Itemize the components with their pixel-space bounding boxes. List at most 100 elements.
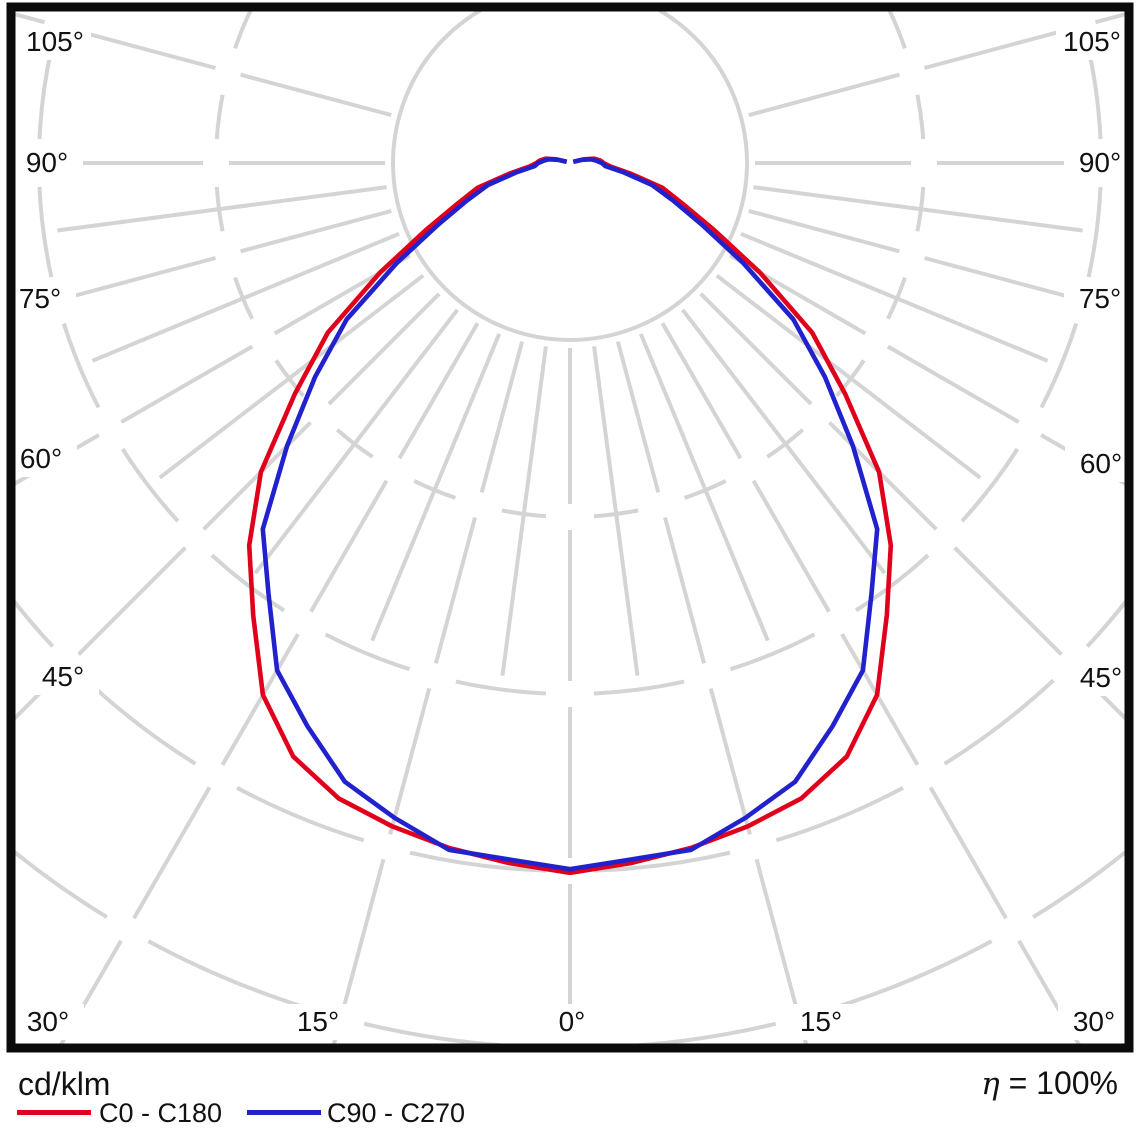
grid-ray — [1017, 939, 1081, 1044]
grid-ray — [69, 26, 217, 70]
angle-label-knockout — [11, 145, 83, 181]
grid-ring-segment — [915, 94, 926, 140]
grid-ring-segment — [1032, 850, 1125, 919]
grid-ray-stub — [500, 346, 548, 676]
grid-ring-segment — [233, 11, 253, 50]
grid-ray — [479, 341, 525, 493]
grid-ring-segment — [214, 94, 225, 140]
legend-swatch-c0-c180 — [17, 1110, 91, 1115]
angle-label: 15° — [297, 1006, 339, 1037]
grid-ring-segment — [1039, 322, 1079, 409]
grid-ray-stub — [681, 308, 887, 575]
unit-label: cd/klm — [18, 1066, 110, 1102]
grid-ring-segment — [887, 11, 907, 50]
grid-ring-segment — [729, 632, 816, 672]
grid-ring-segment — [15, 850, 108, 919]
grid-ray — [729, 253, 867, 336]
grid-ray-stub — [91, 231, 400, 363]
grid-ring-segment — [1086, 186, 1103, 278]
legend-label-c90-c270: C90 - C270 — [327, 1098, 465, 1128]
grid-ring-segment — [409, 850, 547, 873]
grid-ray — [433, 516, 477, 664]
grid-ring-segment — [593, 679, 685, 696]
grid-ray — [240, 72, 392, 118]
grid-ray-stub — [638, 333, 770, 642]
angle-label: 105° — [1063, 26, 1121, 57]
grid-ray — [15, 12, 46, 25]
grid-ray-stub — [753, 185, 1083, 233]
grid-ray — [923, 256, 1071, 300]
angle-label-knockout — [4, 281, 76, 317]
grid-ring-segment — [120, 447, 180, 523]
efficiency-label: η = 100% — [981, 1065, 1118, 1102]
grid-ray — [754, 858, 798, 1006]
grid-ray-stub — [253, 308, 459, 575]
angle-label: 30° — [27, 1006, 69, 1037]
angle-label-knockout — [1056, 24, 1128, 60]
grid-ray-stub — [57, 185, 387, 233]
grid-ray — [388, 687, 432, 835]
grid-ring-segment — [1086, 48, 1103, 140]
grid-ring-segment — [946, 0, 1077, 3]
angle-label: 90° — [1079, 147, 1121, 178]
curve-c90-c270 — [260, 157, 880, 872]
grid-ring-segment — [854, 553, 930, 613]
grid-ray — [132, 786, 212, 920]
grid-ray — [220, 633, 300, 766]
eta-value: = 100% — [1000, 1065, 1118, 1101]
grid-ring-segment — [64, 0, 195, 3]
grid-ray — [397, 322, 480, 460]
grid-ring-segment — [236, 786, 365, 843]
grid-ray — [273, 253, 411, 336]
angle-label: 45° — [42, 661, 84, 692]
chart-frame — [6, 2, 1134, 1053]
grid-ray — [120, 344, 254, 424]
angle-label-knockout — [5, 441, 77, 477]
angle-label-knockout — [19, 24, 91, 60]
angle-label-knockout — [12, 1004, 84, 1040]
angle-label-knockout — [536, 1004, 608, 1040]
grid-ray — [69, 256, 217, 300]
grid-ray — [923, 26, 1071, 70]
angle-label-knockout — [27, 659, 99, 695]
grid-ring-segment — [210, 553, 286, 613]
angle-label: 105° — [26, 26, 84, 57]
legend-label-c0-c180: C0 - C180 — [99, 1098, 222, 1128]
intensity-curves — [246, 156, 894, 876]
grid-ring-segment — [363, 1021, 504, 1044]
eta-symbol: η — [981, 1066, 1000, 1102]
grid-ring-segment — [15, 599, 55, 648]
grid-ray — [840, 633, 920, 766]
grid-ray — [708, 687, 752, 835]
grid-ray — [886, 344, 1020, 424]
grid-ring-segment — [943, 678, 1055, 766]
grid-ring-segment — [1085, 599, 1125, 648]
grid-ray — [327, 292, 441, 406]
grid-ray — [1094, 12, 1125, 25]
grid-ring-segment — [455, 679, 547, 696]
angle-label-knockout — [282, 1004, 354, 1040]
grid-ring-segment — [37, 186, 54, 278]
angle-label: 75° — [19, 283, 61, 314]
grid-ray — [699, 292, 813, 406]
grid-ray — [748, 72, 900, 118]
angle-label-knockout — [1058, 1004, 1130, 1040]
angle-label: 45° — [1080, 662, 1122, 693]
grid-ray-stub — [158, 274, 425, 480]
grid-ring-segment — [821, 939, 993, 1014]
grid-ray — [240, 208, 392, 254]
grid-ray — [663, 516, 707, 664]
grid-ray — [660, 322, 743, 460]
grid-ray-stub — [370, 333, 502, 642]
grid-ray — [928, 786, 1008, 920]
angle-label: 60° — [20, 443, 62, 474]
angle-label: 0° — [559, 1006, 586, 1037]
angle-label: 90° — [26, 147, 68, 178]
grid-ray-stub — [740, 231, 1049, 363]
grid-ring-segment — [147, 939, 319, 1014]
angle-labels: 105° 90° 75° 60° 45° 30° 15° 0° 15° 30° 45° 60° 75° 9… — [4, 24, 1137, 1040]
grid-ring-segment — [324, 632, 411, 672]
grid-ring — [391, 11, 749, 342]
grid-ring-segment — [960, 447, 1020, 523]
grid-ray — [828, 421, 938, 531]
